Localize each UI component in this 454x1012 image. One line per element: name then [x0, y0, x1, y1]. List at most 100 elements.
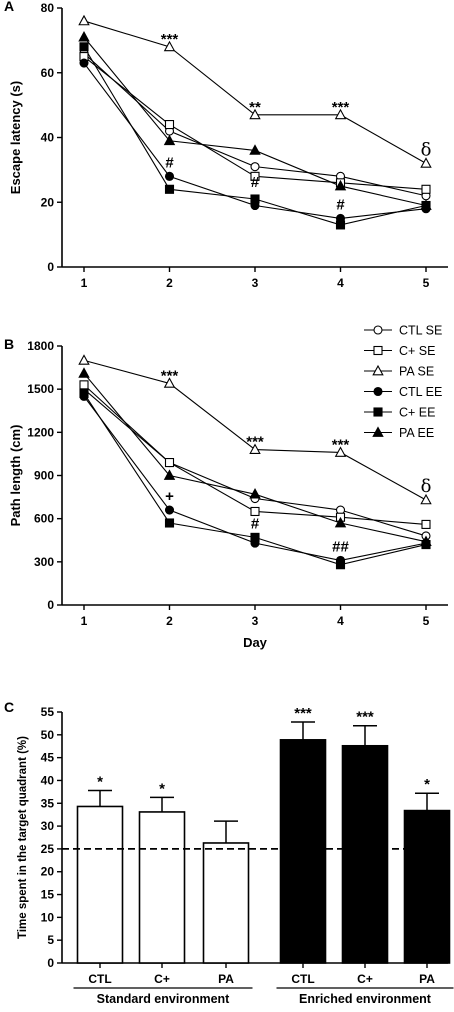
y-axis-label: Escape latency (s) — [8, 81, 23, 194]
significance-hash: + — [165, 488, 174, 505]
data-point — [249, 108, 261, 120]
significance-stars: *** — [356, 709, 374, 726]
y-tick-label: 30 — [41, 819, 55, 833]
data-point — [420, 199, 432, 210]
y-tick-label: 45 — [41, 751, 55, 765]
data-point — [163, 469, 176, 480]
x-tick-label: PA — [419, 972, 435, 986]
data-point — [78, 14, 90, 26]
data-point — [335, 220, 346, 230]
legend-marker — [372, 426, 384, 437]
y-tick-label: 1200 — [27, 425, 54, 439]
data-point — [334, 446, 347, 457]
data-point — [163, 40, 176, 52]
x-tick-label: PA — [218, 972, 234, 986]
y-tick-label: 600 — [34, 512, 54, 526]
data-point — [250, 532, 260, 542]
legend-label: CTL SE — [399, 324, 442, 338]
data-point — [78, 30, 90, 42]
significance-hash: # — [251, 174, 260, 191]
y-axis-label: Path length (cm) — [8, 425, 23, 527]
x-tick-label: 3 — [252, 276, 259, 290]
data-point — [249, 488, 261, 499]
data-point — [163, 377, 176, 388]
y-tick-label: 1800 — [27, 339, 54, 353]
legend-marker — [373, 386, 383, 397]
data-point — [250, 506, 260, 517]
data-point — [78, 367, 90, 378]
data-point — [79, 388, 89, 399]
legend-label: PA SE — [399, 365, 434, 379]
panel-label: C — [4, 699, 14, 715]
data-point — [420, 535, 432, 547]
x-tick-label: 5 — [423, 614, 430, 628]
legend-marker — [372, 364, 384, 376]
data-point — [249, 443, 261, 454]
x-tick-label: 3 — [252, 614, 259, 628]
y-tick-label: 80 — [41, 1, 55, 15]
x-tick-label: CTL — [88, 972, 111, 986]
data-point — [163, 134, 176, 146]
y-tick-label: 1500 — [27, 382, 54, 396]
data-point — [79, 58, 89, 68]
significance-stars: *** — [332, 436, 350, 453]
y-tick-label: 60 — [41, 66, 55, 80]
data-point — [250, 171, 260, 181]
legend-marker — [373, 407, 383, 417]
x-axis-label: Day — [243, 635, 268, 650]
y-tick-label: 40 — [41, 131, 55, 145]
legend-label: C+ SE — [399, 344, 435, 358]
data-point — [335, 560, 346, 570]
legend-label: C+ EE — [399, 406, 435, 420]
data-point — [250, 162, 260, 172]
significance-stars: * — [97, 773, 103, 790]
x-tick-label: C+ — [357, 972, 373, 986]
x-tick-label: 5 — [423, 276, 430, 290]
group-label: Standard environment — [97, 992, 230, 1006]
data-point — [164, 518, 175, 528]
x-tick-label: 1 — [81, 614, 88, 628]
y-tick-label: 25 — [41, 842, 55, 856]
x-tick-label: C+ — [154, 972, 170, 986]
significance-stars: *** — [161, 367, 179, 384]
legend-marker — [373, 325, 383, 335]
legend-label: PA EE — [399, 426, 434, 440]
y-tick-label: 0 — [47, 598, 54, 612]
significance-delta: δ — [421, 139, 432, 160]
x-tick-label: 1 — [81, 276, 88, 290]
significance-delta: δ — [421, 476, 432, 497]
bar — [202, 842, 250, 964]
y-tick-label: 0 — [47, 956, 54, 970]
group-label: Enriched environment — [299, 992, 432, 1006]
legend-label: CTL EE — [399, 385, 442, 399]
significance-stars: *** — [294, 705, 312, 722]
significance-stars: *** — [161, 31, 179, 48]
legend-marker — [373, 345, 383, 356]
data-point — [421, 184, 431, 194]
data-point — [164, 171, 175, 181]
y-tick-label: 20 — [41, 865, 55, 879]
bar — [76, 805, 124, 964]
data-point — [164, 184, 175, 194]
significance-hash: # — [165, 154, 174, 171]
significance-hash: ## — [332, 538, 349, 555]
significance-hash: # — [251, 515, 260, 532]
significance-stars: ** — [249, 99, 261, 116]
y-tick-label: 300 — [34, 555, 54, 569]
y-tick-label: 40 — [41, 773, 55, 787]
data-point — [250, 194, 260, 204]
y-tick-label: 0 — [47, 260, 54, 274]
y-tick-label: 900 — [34, 469, 54, 483]
y-axis-label: Time spent in the target quadrant (%) — [17, 736, 29, 939]
y-tick-label: 15 — [41, 888, 55, 902]
data-point — [79, 380, 89, 390]
data-point — [420, 157, 432, 168]
x-tick-label: 4 — [337, 276, 344, 290]
bar — [341, 744, 389, 964]
x-tick-label: CTL — [291, 972, 314, 986]
y-tick-label: 55 — [41, 705, 55, 719]
significance-stars: * — [424, 776, 430, 793]
x-tick-label: 2 — [166, 614, 173, 628]
data-point — [78, 354, 90, 365]
data-point — [164, 505, 175, 515]
